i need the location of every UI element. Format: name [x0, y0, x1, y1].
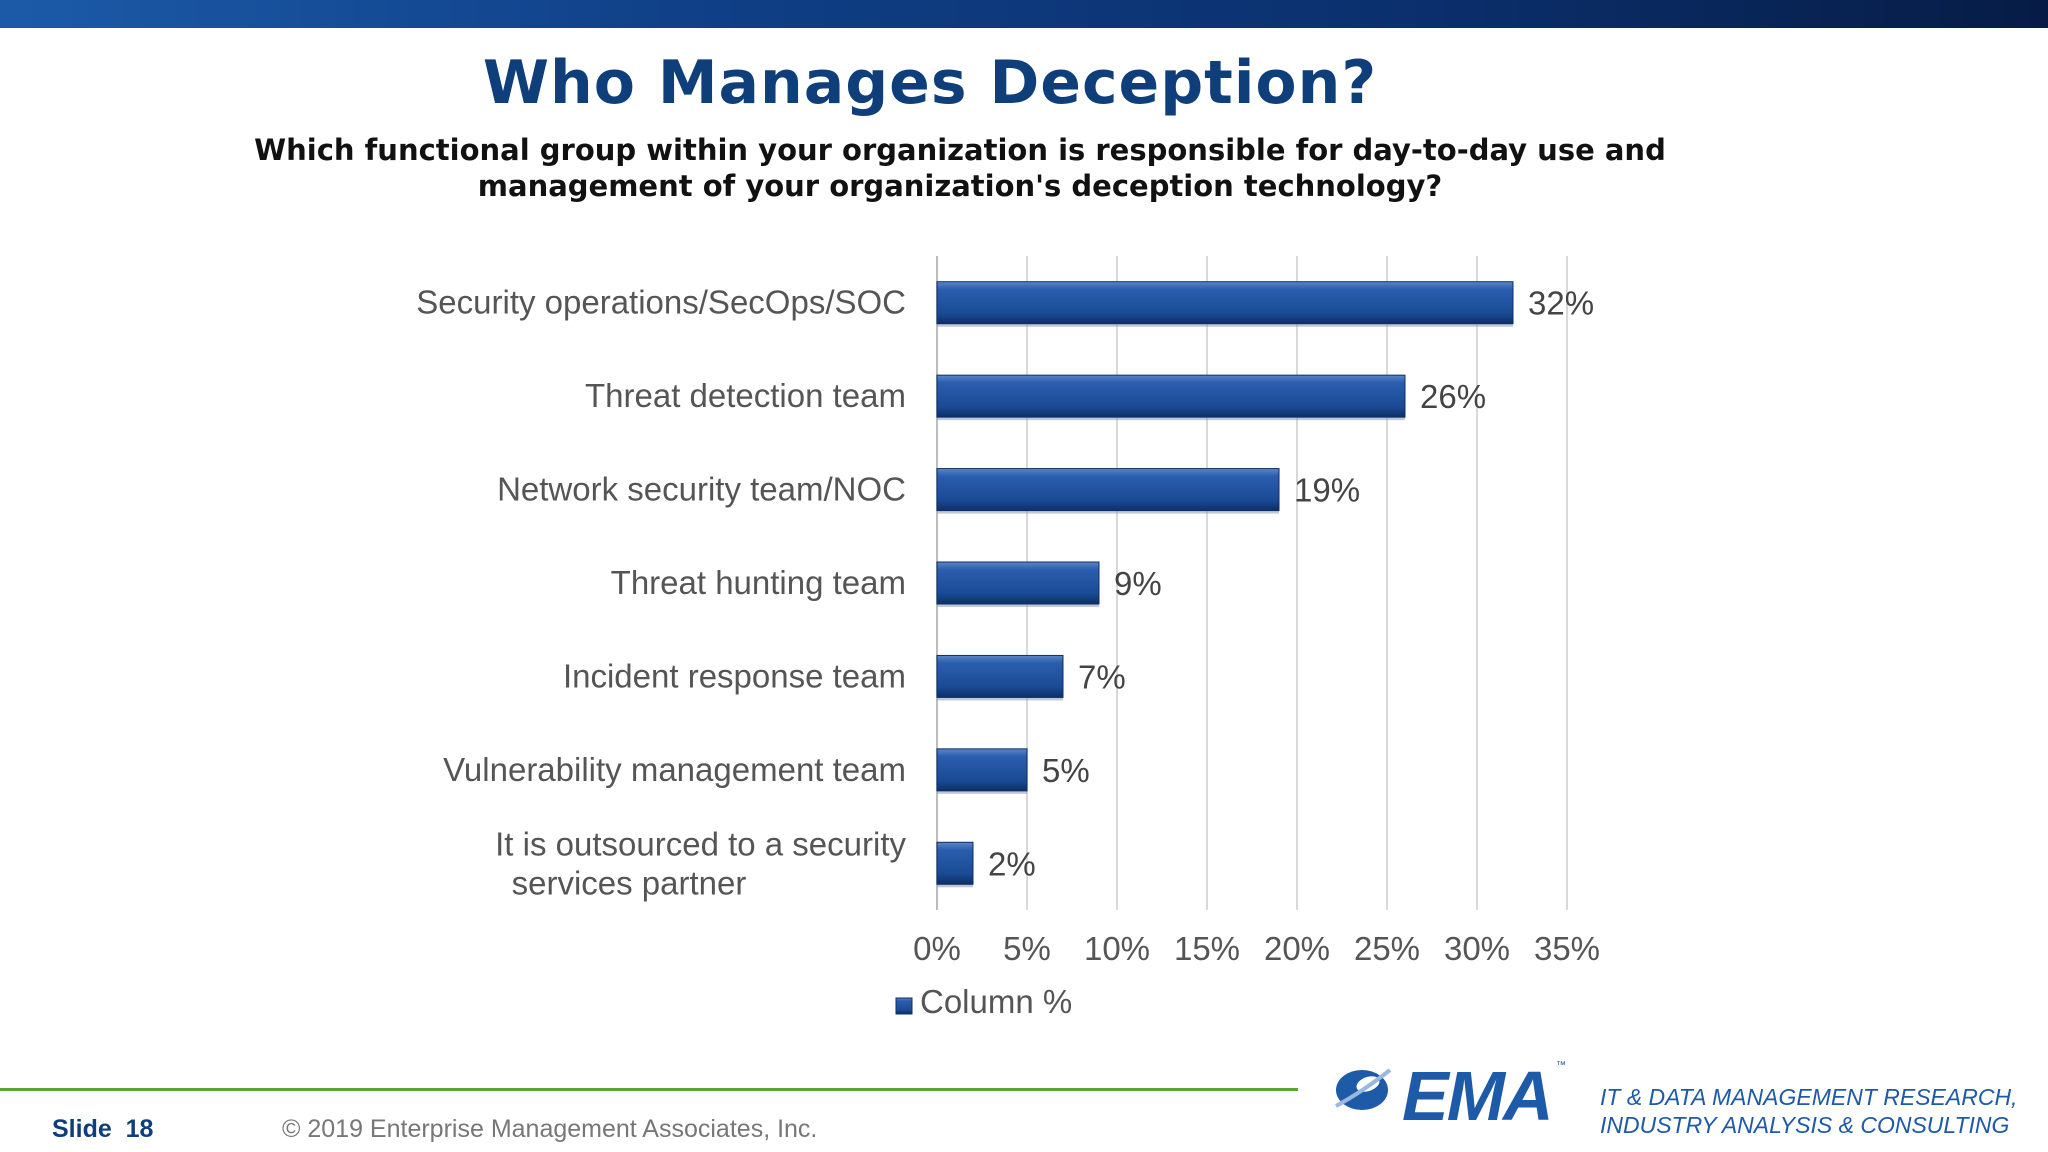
- x-tick-label: 10%: [1084, 930, 1150, 967]
- bar: [936, 468, 1280, 512]
- data-label: 2%: [988, 845, 1036, 882]
- logo-trademark: ™: [1556, 1060, 1566, 1071]
- tagline-line1: IT & DATA MANAGEMENT RESEARCH,: [1600, 1084, 2018, 1110]
- top-band: [0, 0, 2048, 28]
- labels: 0% 5% 10% 15% 20% 25% 30% 35% Security operation…: [416, 284, 1600, 1020]
- category-label: It is outsourced to a security services p…: [495, 825, 906, 901]
- data-label: 19%: [1294, 472, 1360, 509]
- data-label: 26%: [1420, 378, 1486, 415]
- category-label: Vulnerability management team: [443, 751, 906, 788]
- legend-label: Column %: [920, 983, 1072, 1020]
- category-label: Threat hunting team: [611, 564, 906, 601]
- bar: [936, 654, 1064, 698]
- slide-label: Slide: [52, 1115, 112, 1143]
- x-tick-label: 25%: [1354, 930, 1420, 967]
- x-tick-label: 35%: [1534, 930, 1600, 967]
- bar: [936, 561, 1100, 605]
- x-tick-label: 5%: [1003, 930, 1051, 967]
- x-tick-label: 30%: [1444, 930, 1510, 967]
- copyright: © 2019 Enterprise Management Associates,…: [282, 1115, 818, 1143]
- data-label: 32%: [1528, 285, 1594, 322]
- bar-chart: 0% 5% 10% 15% 20% 25% 30% 35% Security operation…: [416, 256, 1600, 1020]
- category-label: Security operations/SecOps/SOC: [416, 284, 906, 321]
- bar: [936, 281, 1514, 325]
- slide-title: Who Manages Deception?: [482, 48, 1378, 118]
- x-tick-label: 20%: [1264, 930, 1330, 967]
- tagline: IT & DATA MANAGEMENT RESEARCH, INDUSTRY …: [1600, 1083, 2017, 1139]
- tagline-line2: INDUSTRY ANALYSIS & CONSULTING: [1600, 1112, 2010, 1138]
- bar: [936, 748, 1028, 792]
- bars: [936, 281, 1514, 888]
- slide-number: Slide 18: [52, 1115, 153, 1144]
- logo-swoosh-icon: [1335, 1068, 1392, 1110]
- slide-number-value: 18: [125, 1115, 154, 1143]
- x-tick-label: 15%: [1174, 930, 1240, 967]
- category-label: Threat detection team: [585, 377, 906, 414]
- x-tick-label: 0%: [913, 930, 961, 967]
- footer-rule: [0, 1088, 1298, 1091]
- ema-logo: EMA ™: [1332, 1054, 1572, 1135]
- data-label: 5%: [1042, 752, 1090, 789]
- category-label: Incident response team: [563, 657, 906, 694]
- data-label: 7%: [1078, 658, 1126, 695]
- legend-swatch: [895, 997, 913, 1015]
- bar: [936, 841, 974, 885]
- logo-text: EMA: [1402, 1057, 1554, 1135]
- category-label: Network security team/NOC: [497, 471, 906, 508]
- slide-subtitle: Which functional group within your organ…: [254, 133, 1666, 203]
- bar: [936, 374, 1406, 418]
- data-label: 9%: [1114, 565, 1162, 602]
